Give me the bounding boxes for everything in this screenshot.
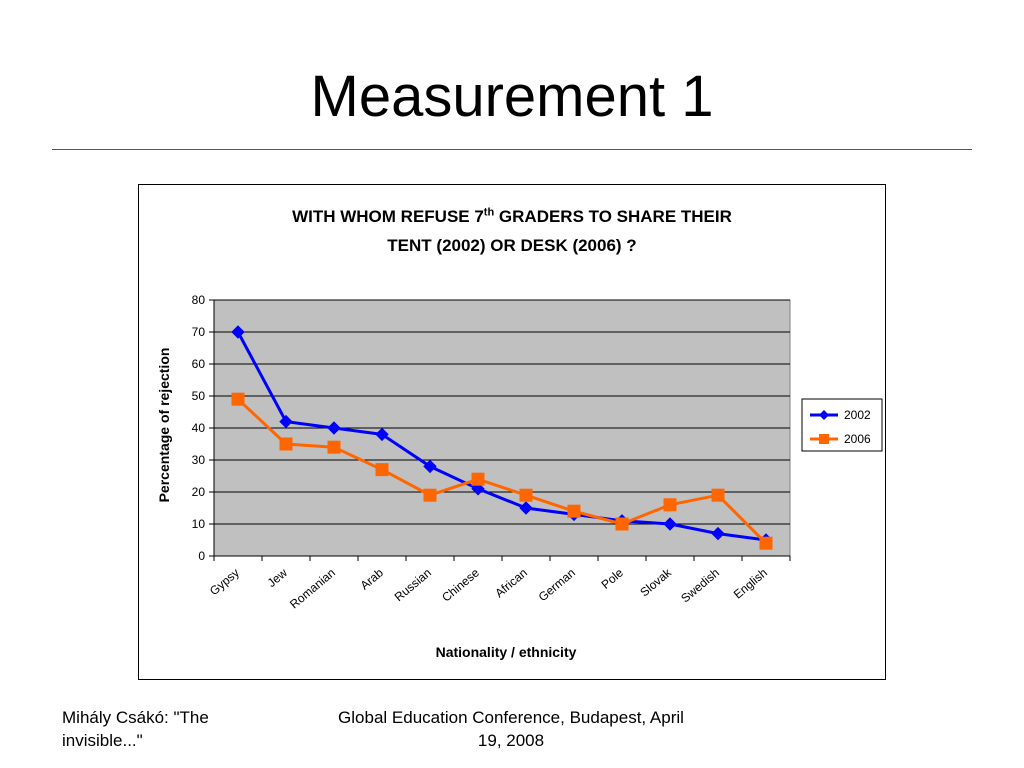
legend-label-2002: 2002	[844, 408, 871, 422]
series-line-2002	[236, 331, 767, 542]
x-tick-label: Russian	[392, 566, 434, 605]
x-tick-label: Chinese	[439, 565, 482, 604]
x-axis-title: Nationality / ethnicity	[436, 644, 577, 660]
chart-frame: 0 10 20 30 40 50 60 70 80 Gypsy Jew Romanian Arab Rus…	[138, 184, 886, 680]
data-point-2006	[375, 463, 389, 477]
data-point-2002	[423, 459, 437, 474]
data-point-2002	[471, 482, 485, 496]
data-point-2006	[519, 488, 533, 502]
data-point-2006	[231, 392, 245, 406]
x-tick-label: Swedish	[678, 566, 722, 606]
data-point-2006	[471, 472, 485, 486]
data-point-2006	[279, 437, 293, 451]
data-point-2002	[375, 427, 389, 442]
x-tick-label: German	[536, 566, 578, 605]
legend-label-2006: 2006	[844, 432, 871, 446]
legend-box	[801, 398, 883, 452]
x-tick-label: Slovak	[637, 565, 674, 600]
footer-author: Mihály Csákó: "The invisible..."	[62, 708, 209, 750]
y-tick-label: 20	[192, 485, 206, 499]
title-divider	[52, 149, 972, 150]
y-tick-label: 60	[192, 357, 206, 371]
data-point-2006	[759, 536, 773, 550]
slide-title: Measurement 1	[310, 64, 714, 129]
x-tick-label: English	[731, 566, 770, 602]
x-tick-label: Romanian	[287, 566, 338, 612]
y-tick-label: 40	[192, 421, 206, 435]
x-tick-label: Gypsy	[207, 566, 242, 599]
x-tick-label: Arab	[358, 565, 387, 592]
chart-title-part-2: GRADERS TO SHARE THEIR	[494, 207, 732, 226]
footer-conference: Global Education Conference, Budapest, A…	[338, 708, 684, 750]
y-axis-title: Percentage of rejection	[156, 348, 172, 503]
y-tick-label: 70	[192, 325, 206, 339]
chart-title: WITH WHOM REFUSE 7th GRADERS TO SHARE TH…	[0, 202, 1024, 260]
data-point-2006	[663, 498, 677, 512]
data-point-2002	[231, 325, 245, 339]
data-point-2006	[615, 517, 629, 531]
data-point-2002	[279, 414, 293, 429]
x-tick-label: Jew	[265, 565, 291, 590]
legend-marker-2002	[819, 410, 829, 420]
legend-marker-2006	[819, 434, 829, 444]
y-tick-label: 50	[192, 389, 206, 403]
chart-title-line-2: TENT (2002) OR DESK (2006) ?	[387, 236, 637, 255]
data-point-2002	[663, 517, 677, 531]
data-point-2006	[711, 488, 725, 502]
x-tick-label: Pole	[599, 565, 627, 591]
y-tick-label: 80	[192, 293, 206, 307]
y-tick-label: 0	[198, 549, 205, 563]
series-line-2006	[236, 398, 768, 545]
chart-title-superscript: th	[483, 206, 495, 219]
chart-title-part-1: WITH WHOM REFUSE 7	[292, 207, 484, 226]
y-tick-label: 10	[192, 517, 206, 531]
data-point-2002	[711, 526, 725, 541]
data-point-2002	[327, 421, 341, 435]
data-point-2006	[423, 488, 437, 502]
data-point-2006	[567, 504, 581, 518]
data-point-2002	[519, 501, 533, 515]
x-tick-label: African	[492, 566, 530, 601]
data-point-2006	[327, 440, 341, 454]
y-tick-label: 30	[192, 453, 206, 467]
